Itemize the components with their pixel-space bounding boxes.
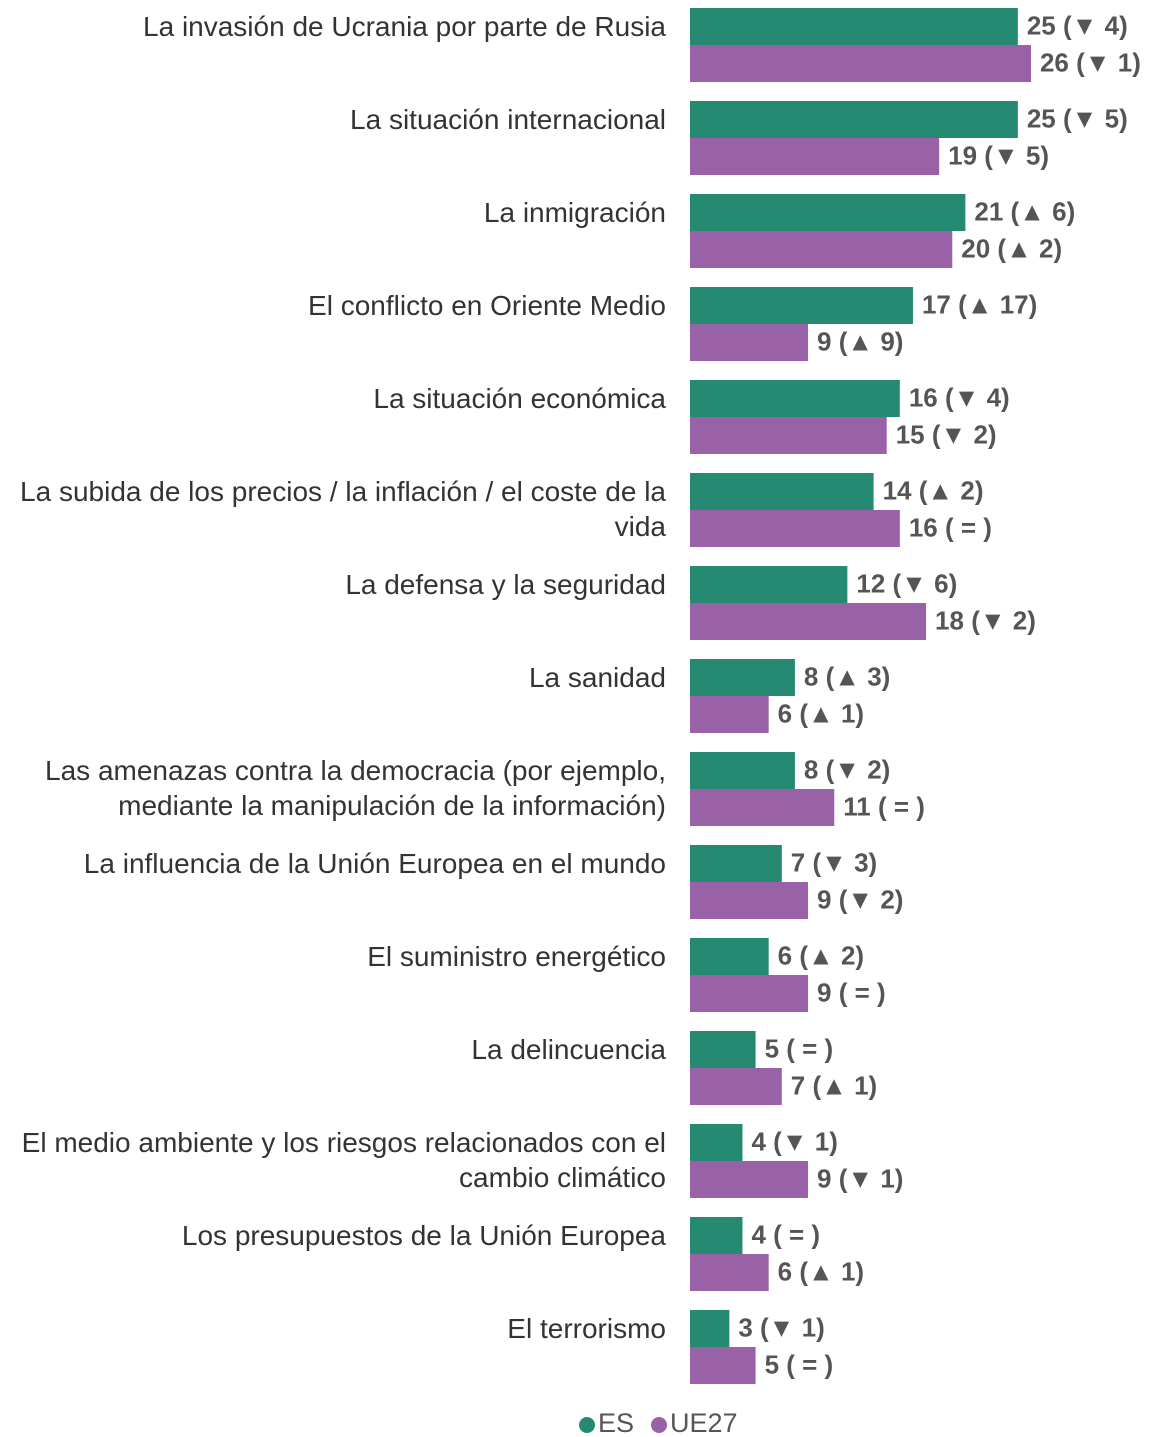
category-label: La situación internacional: [350, 103, 666, 135]
bar: [690, 603, 927, 640]
legend-swatch: [651, 1417, 668, 1433]
value-label: 21 (▲ 6): [974, 196, 1075, 226]
category-label: La influencia de la Unión Europea en el …: [83, 847, 666, 879]
value-label: 20 (▲ 2): [961, 233, 1062, 263]
value-label: 4 (▼ 1): [751, 1126, 837, 1156]
bar: [690, 1068, 782, 1105]
value-label: 9 (▼ 2): [817, 884, 903, 914]
bar: [690, 752, 795, 789]
value-label: 9 (▼ 1): [817, 1163, 903, 1193]
bar: [690, 45, 1031, 82]
bar: [690, 138, 940, 175]
bar: [690, 473, 874, 510]
value-label: 8 (▼ 2): [804, 754, 890, 784]
value-label: 9 (▲ 9): [817, 326, 903, 356]
bar: [690, 1310, 730, 1347]
bar: [690, 1161, 809, 1198]
category-label: Las amenazas contra la democracia (por e…: [45, 754, 666, 821]
category-label: El medio ambiente y los riesgos relacion…: [21, 1126, 666, 1193]
category-label: La invasión de Ucrania por parte de Rusi…: [143, 10, 666, 42]
legend-label: ES: [598, 1408, 634, 1437]
bar: [690, 975, 809, 1012]
category-label: El conflicto en Oriente Medio: [308, 289, 666, 321]
bar: [690, 417, 887, 454]
value-label: 12 (▼ 6): [856, 568, 957, 598]
bar: [690, 231, 953, 268]
category-label: El suministro energético: [367, 940, 666, 972]
bar: [690, 1254, 769, 1291]
value-label: 6 (▲ 2): [778, 940, 864, 970]
value-label: 6 (▲ 1): [778, 698, 864, 728]
bar: [690, 194, 966, 231]
bar: [690, 380, 900, 417]
value-label: 16 (▼ 4): [909, 382, 1010, 412]
category-label: La defensa y la seguridad: [345, 568, 666, 600]
bar: [690, 845, 782, 882]
value-label: 26 (▼ 1): [1040, 47, 1141, 77]
bar: [690, 1124, 743, 1161]
bar: [690, 8, 1018, 45]
category-label: La sanidad: [528, 661, 666, 693]
value-label: 3 (▼ 1): [738, 1312, 824, 1342]
value-label: 9 ( = ): [817, 977, 886, 1007]
bar: [690, 287, 913, 324]
value-label: 19 (▼ 5): [948, 140, 1049, 170]
value-label: 14 (▲ 2): [883, 475, 984, 505]
bar: [690, 1347, 756, 1384]
value-label: 5 ( = ): [765, 1349, 834, 1379]
value-label: 11 ( = ): [843, 791, 925, 821]
bar: [690, 882, 809, 919]
bar: [690, 1031, 756, 1068]
value-label: 8 (▲ 3): [804, 661, 890, 691]
bar: [690, 510, 900, 547]
bar: [690, 566, 848, 603]
value-label: 25 (▼ 4): [1027, 10, 1128, 40]
value-label: 18 (▼ 2): [935, 605, 1036, 635]
value-label: 15 (▼ 2): [896, 419, 997, 449]
value-label: 25 (▼ 5): [1027, 103, 1128, 133]
bar: [690, 659, 795, 696]
value-label: 16 ( = ): [909, 512, 992, 542]
category-label: La inmigración: [483, 196, 666, 228]
value-label: 7 (▲ 1): [791, 1070, 877, 1100]
category-label: La delincuencia: [471, 1033, 666, 1065]
value-label: 5 ( = ): [765, 1033, 834, 1063]
value-label: 7 (▼ 3): [791, 847, 877, 877]
category-label: El terrorismo: [507, 1312, 666, 1344]
legend-swatch: [579, 1417, 595, 1433]
category-label: La subida de los precios / la inflación …: [20, 475, 666, 542]
bar: [690, 1217, 743, 1254]
category-label: Los presupuestos de la Unión Europea: [181, 1219, 666, 1251]
value-label: 4 ( = ): [751, 1219, 820, 1249]
legend-label: UE27: [670, 1408, 738, 1437]
bar: [690, 938, 769, 975]
bar: [690, 324, 809, 361]
value-label: 6 (▲ 1): [778, 1256, 864, 1286]
bar: [690, 101, 1018, 138]
bar: [690, 789, 835, 826]
value-label: 17 (▲ 17): [922, 289, 1037, 319]
bar: [690, 696, 769, 733]
category-label: La situación económica: [373, 382, 666, 414]
